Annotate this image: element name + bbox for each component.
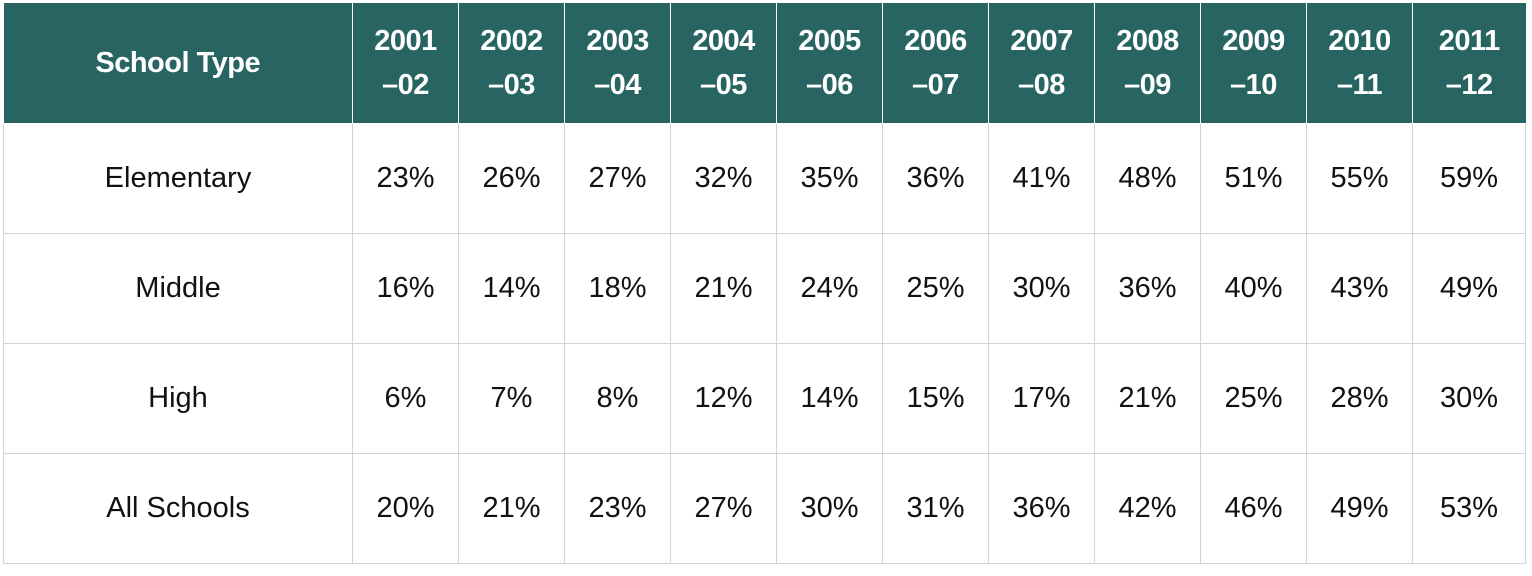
header-year-bottom: –04 [594,69,641,101]
table-row: Elementary 23% 26% 27% 32% 35% 36% 41% 4… [3,123,1526,234]
header-school-type: School Type [3,3,353,124]
table-cell: 21% [1094,343,1201,454]
header-row: School Type 2001 –02 2002 –03 2003 –04 2004… [3,3,1526,124]
table-cell: 8% [564,343,671,454]
header-year-bottom: –09 [1124,69,1171,101]
table-cell: 25% [882,233,989,344]
header-year: 2006 –07 [882,3,989,124]
header-year-bottom: –08 [1018,69,1065,101]
header-year-top: 2006 [904,25,967,57]
table-cell: 25% [1200,343,1307,454]
header-year-bottom: –06 [806,69,853,101]
header-year-bottom: –11 [1336,69,1383,101]
table-cell: 48% [1094,123,1201,234]
header-year-bottom: –05 [700,69,747,101]
table-cell: 40% [1200,233,1307,344]
table-cell: 51% [1200,123,1307,234]
row-label: Elementary [3,123,353,234]
table-cell: 36% [882,123,989,234]
table-cell: 14% [458,233,565,344]
header-year-top: 2008 [1116,25,1179,57]
table-cell: 49% [1306,453,1413,564]
header-year-top: 2011 [1438,25,1500,57]
header-year: 2002 –03 [458,3,565,124]
header-year-top: 2001 [374,25,437,57]
header-year-top: 2007 [1010,25,1073,57]
table-cell: 17% [988,343,1095,454]
table-row: Middle 16% 14% 18% 21% 24% 25% 30% 36% 4… [3,233,1526,344]
data-table: School Type 2001 –02 2002 –03 2003 –04 2004… [3,3,1526,564]
table-cell: 41% [988,123,1095,234]
table-cell: 32% [670,123,777,234]
table-row: All Schools 20% 21% 23% 27% 30% 31% 36% … [3,453,1526,564]
table-cell: 30% [988,233,1095,344]
header-year: 2009 –10 [1200,3,1307,124]
table-cell: 36% [988,453,1095,564]
header-year: 2001 –02 [352,3,459,124]
table-cell: 18% [564,233,671,344]
row-label: High [3,343,353,454]
table-cell: 23% [564,453,671,564]
row-label: All Schools [3,453,353,564]
table-cell: 43% [1306,233,1413,344]
header-year-bottom: –10 [1230,69,1277,101]
table-cell: 16% [352,233,459,344]
header-year: 2010 –11 [1306,3,1413,124]
header-year: 2003 –04 [564,3,671,124]
table-cell: 30% [1412,343,1526,454]
header-year-bottom: –12 [1445,69,1493,101]
header-year: 2007 –08 [988,3,1095,124]
table-cell: 35% [776,123,883,234]
header-year-top: 2003 [586,25,649,57]
table-cell: 12% [670,343,777,454]
table-cell: 15% [882,343,989,454]
header-year: 2008 –09 [1094,3,1201,124]
table-cell: 26% [458,123,565,234]
table-row: High 6% 7% 8% 12% 14% 15% 17% 21% 25% 28… [3,343,1526,454]
table-cell: 24% [776,233,883,344]
table-cell: 21% [670,233,777,344]
table-cell: 53% [1412,453,1526,564]
header-year: 2011 –12 [1412,3,1526,124]
table-cell: 36% [1094,233,1201,344]
table-cell: 55% [1306,123,1413,234]
table-cell: 46% [1200,453,1307,564]
header-year-bottom: –02 [382,69,429,101]
header-year: 2004 –05 [670,3,777,124]
header-year-top: 2005 [798,25,861,57]
header-year-top: 2002 [480,25,543,57]
table-cell: 42% [1094,453,1201,564]
table-cell: 49% [1412,233,1526,344]
table-cell: 6% [352,343,459,454]
header-year-top: 2010 [1328,25,1391,57]
table-cell: 14% [776,343,883,454]
table-cell: 7% [458,343,565,454]
table-cell: 28% [1306,343,1413,454]
row-label: Middle [3,233,353,344]
header-year-top: 2009 [1222,25,1285,57]
header-year-bottom: –03 [488,69,535,101]
table-cell: 20% [352,453,459,564]
table-cell: 27% [670,453,777,564]
table-cell: 27% [564,123,671,234]
table-cell: 23% [352,123,459,234]
header-year: 2005 –06 [776,3,883,124]
header-year-bottom: –07 [912,69,959,101]
header-year-top: 2004 [692,25,755,57]
table-cell: 59% [1412,123,1526,234]
table-cell: 30% [776,453,883,564]
table-cell: 31% [882,453,989,564]
table-cell: 21% [458,453,565,564]
